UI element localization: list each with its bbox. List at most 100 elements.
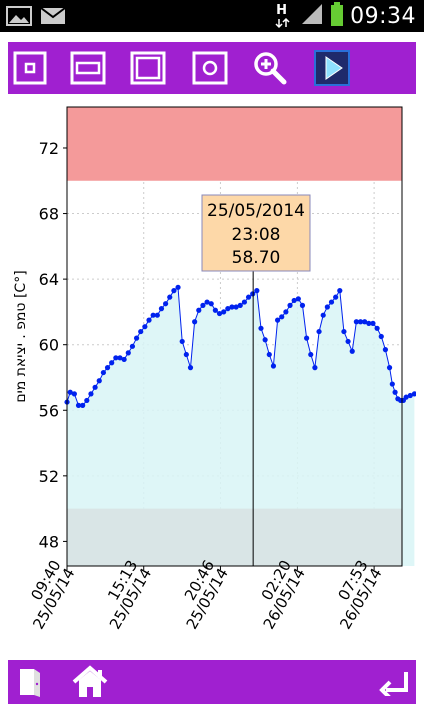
data-point <box>304 335 310 341</box>
bottom-bar <box>8 660 416 704</box>
data-point <box>133 335 140 341</box>
home-button[interactable] <box>68 664 112 700</box>
data-point <box>142 324 148 330</box>
play-icon <box>314 50 350 86</box>
data-point <box>349 348 355 354</box>
data-point <box>312 365 318 371</box>
data-point <box>146 317 152 323</box>
data-point <box>113 355 119 361</box>
tooltip-value: 58.70 <box>232 248 281 268</box>
data-point <box>150 312 156 318</box>
data-point <box>109 360 115 366</box>
data-point <box>167 294 173 300</box>
status-bar: H 09:34 <box>0 0 424 32</box>
y-axis-label: טמפ . יציאת מים [C°] <box>13 270 29 402</box>
data-point <box>291 297 297 304</box>
data-point <box>333 294 339 300</box>
y-tick-label: 60 <box>39 336 59 355</box>
zoom-horizontal-band-button[interactable] <box>70 50 106 86</box>
data-point <box>295 296 301 302</box>
data-point <box>403 394 409 400</box>
data-point <box>125 350 131 356</box>
y-tick-label: 72 <box>39 139 59 158</box>
data-point <box>392 389 398 395</box>
data-point <box>92 384 98 390</box>
limit-band <box>67 107 402 181</box>
data-point <box>254 288 260 294</box>
data-point <box>287 302 293 308</box>
battery-icon <box>330 2 344 30</box>
exit-button[interactable] <box>12 664 48 700</box>
data-point <box>324 304 330 310</box>
data-point <box>357 319 364 325</box>
data-point <box>266 351 272 358</box>
data-point <box>212 307 218 313</box>
data-point <box>320 312 326 318</box>
data-point <box>117 355 123 361</box>
y-tick-label: 64 <box>39 270 59 289</box>
data-point <box>154 312 160 318</box>
data-point <box>411 391 418 397</box>
data-point <box>237 302 243 308</box>
data-point <box>341 328 347 335</box>
data-point <box>407 392 413 399</box>
mail-icon <box>40 6 66 30</box>
data-point <box>158 306 165 312</box>
data-point <box>121 356 127 363</box>
exit-door-icon <box>20 669 40 697</box>
zoom-small-square-button[interactable] <box>12 50 48 86</box>
zoom-circle-icon <box>192 51 228 85</box>
zoom-circle-button[interactable] <box>192 50 228 86</box>
data-point <box>274 317 281 323</box>
data-point <box>245 294 252 300</box>
data-point <box>279 314 285 320</box>
data-point <box>88 391 94 397</box>
data-point <box>378 333 384 340</box>
data-point <box>71 391 77 397</box>
data-point <box>270 363 277 369</box>
zoom-full-square-icon <box>130 51 166 85</box>
data-point <box>345 338 351 345</box>
zoom-in-button[interactable] <box>252 50 288 86</box>
zoom-horizontal-band-icon <box>70 51 106 85</box>
tooltip: 25/05/2014 23:08 58.70 <box>201 194 311 272</box>
data-point <box>75 402 82 408</box>
data-point <box>328 299 335 305</box>
zoom-full-square-button[interactable] <box>130 50 166 86</box>
tooltip-date: 25/05/2014 <box>207 201 305 221</box>
data-point <box>386 365 393 371</box>
data-point <box>366 320 372 326</box>
play-button[interactable] <box>314 50 350 86</box>
home-icon <box>72 665 108 697</box>
return-button[interactable] <box>376 664 412 700</box>
data-point <box>221 309 227 315</box>
area-fill <box>67 287 415 566</box>
data-point <box>171 288 177 294</box>
data-point <box>175 284 181 290</box>
data-point <box>216 310 223 317</box>
data-point <box>233 304 239 310</box>
toolbar <box>8 42 416 94</box>
signal-icon <box>300 2 324 30</box>
data-point <box>200 302 206 308</box>
zoom-in-icon <box>254 52 287 85</box>
data-point <box>389 381 395 387</box>
data-point <box>353 319 359 325</box>
data-point <box>299 302 306 308</box>
data-point <box>225 306 231 312</box>
chart-area[interactable]: 48 52 56 60 64 68 72 09:40 25/05/14 15:13 25/05/1… <box>8 94 418 656</box>
data-point <box>308 351 314 358</box>
y-tick-label: 52 <box>39 467 59 486</box>
data-point <box>129 343 136 349</box>
y-tick-label: 56 <box>39 401 59 420</box>
zoom-small-square-icon <box>13 51 47 85</box>
data-point <box>80 402 86 408</box>
data-point <box>374 325 380 331</box>
data-point <box>382 347 389 353</box>
data-point <box>100 369 106 376</box>
